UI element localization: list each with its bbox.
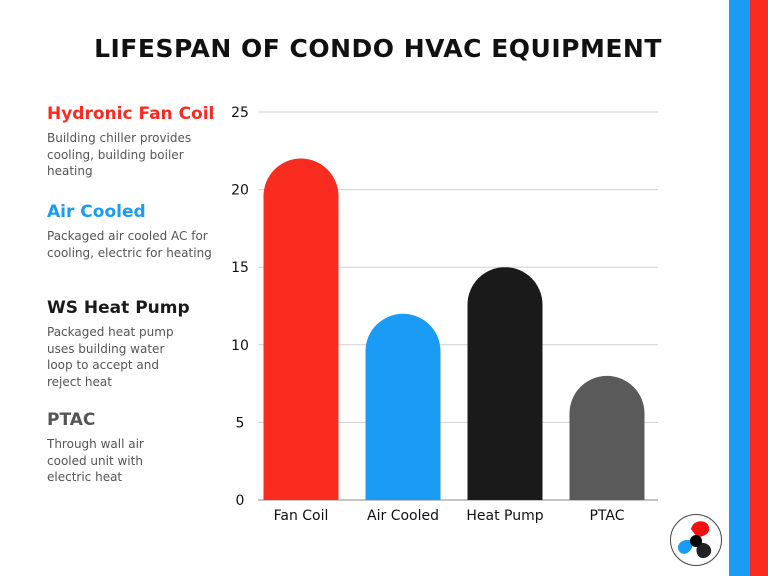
legend-description: Packaged heat pump uses building water l… xyxy=(47,325,174,389)
red-stripe xyxy=(750,0,768,576)
y-tick-label: 0 xyxy=(236,493,245,509)
x-tick-label: Fan Coil xyxy=(274,508,329,524)
legend-heading: Hydronic Fan Coil xyxy=(47,104,215,124)
legend-item-ptac: PTAC Through wall air cooled unit with e… xyxy=(47,410,157,486)
bar-fan-coil xyxy=(263,158,339,500)
blue-stripe xyxy=(729,0,750,576)
x-tick-label: Air Cooled xyxy=(367,508,439,524)
y-tick-label: 15 xyxy=(231,260,249,276)
bar-air-cooled xyxy=(365,313,441,500)
legend-item-air-cooled: Air Cooled Packaged air cooled AC for co… xyxy=(47,202,217,261)
legend-description: Through wall air cooled unit with electr… xyxy=(47,437,144,484)
legend-heading: PTAC xyxy=(47,410,96,430)
chart-title: LIFESPAN OF CONDO HVAC EQUIPMENT xyxy=(94,34,662,63)
y-tick-label: 25 xyxy=(231,105,249,121)
legend-description: Packaged air cooled AC for cooling, elec… xyxy=(47,229,212,260)
y-tick-label: 10 xyxy=(231,338,249,354)
legend-description: Building chiller provides cooling, build… xyxy=(47,131,192,178)
x-tick-label: Heat Pump xyxy=(466,508,543,524)
y-tick-label: 5 xyxy=(236,415,245,431)
fan-logo-icon xyxy=(670,514,722,566)
legend-item-heat-pump: WS Heat Pump Packaged heat pump uses bui… xyxy=(47,298,190,390)
legend-item-fan-coil: Hydronic Fan Coil Building chiller provi… xyxy=(47,104,217,180)
y-tick-label: 20 xyxy=(231,183,249,199)
bar-heat-pump xyxy=(467,267,543,500)
legend-heading: WS Heat Pump xyxy=(47,298,190,318)
x-tick-label: PTAC xyxy=(589,508,624,524)
legend-heading: Air Cooled xyxy=(47,202,146,222)
bar-ptac xyxy=(569,375,645,500)
